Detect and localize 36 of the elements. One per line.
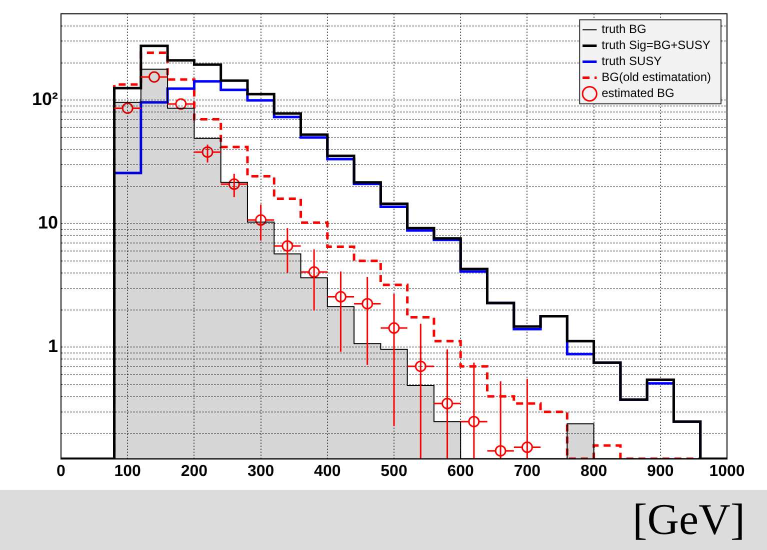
point bbox=[282, 240, 294, 252]
point bbox=[148, 71, 160, 83]
point bbox=[414, 360, 426, 372]
point bbox=[388, 322, 400, 334]
point bbox=[308, 266, 320, 278]
x-tick-label: 600 bbox=[447, 462, 474, 480]
y-tick-label: 1 bbox=[48, 336, 58, 356]
legend-label: truth BG bbox=[602, 22, 646, 36]
legend-label: truth SUSY bbox=[602, 54, 662, 68]
legend-label: estimated BG bbox=[602, 86, 674, 100]
point bbox=[228, 178, 240, 190]
point bbox=[494, 445, 506, 457]
point bbox=[521, 442, 533, 454]
point bbox=[122, 102, 134, 114]
x-tick-label: 500 bbox=[380, 462, 408, 480]
x-tick-label: 400 bbox=[314, 462, 341, 480]
legend-label: BG(old estimatation) bbox=[602, 70, 712, 84]
y-tick-label: 10 bbox=[38, 212, 58, 233]
x-tick-label: 200 bbox=[180, 462, 208, 480]
x-tick-label: 100 bbox=[114, 462, 142, 480]
point bbox=[255, 214, 267, 226]
x-axis-title: [GeV] bbox=[632, 495, 745, 545]
legend-label: truth Sig=BG+SUSY bbox=[602, 38, 710, 52]
x-tick-label: 700 bbox=[514, 462, 541, 480]
point bbox=[334, 291, 346, 303]
x-tick-label: 900 bbox=[647, 462, 674, 480]
y-tick-label: 10² bbox=[32, 89, 58, 110]
x-tick-label: 1000 bbox=[709, 462, 745, 480]
point bbox=[442, 398, 454, 410]
point bbox=[362, 298, 374, 310]
point bbox=[468, 416, 480, 428]
x-tick-label: 0 bbox=[56, 462, 66, 480]
x-tick-label: 800 bbox=[580, 462, 608, 480]
point bbox=[175, 98, 187, 110]
point bbox=[202, 146, 214, 158]
x-tick-label: 300 bbox=[247, 462, 274, 480]
